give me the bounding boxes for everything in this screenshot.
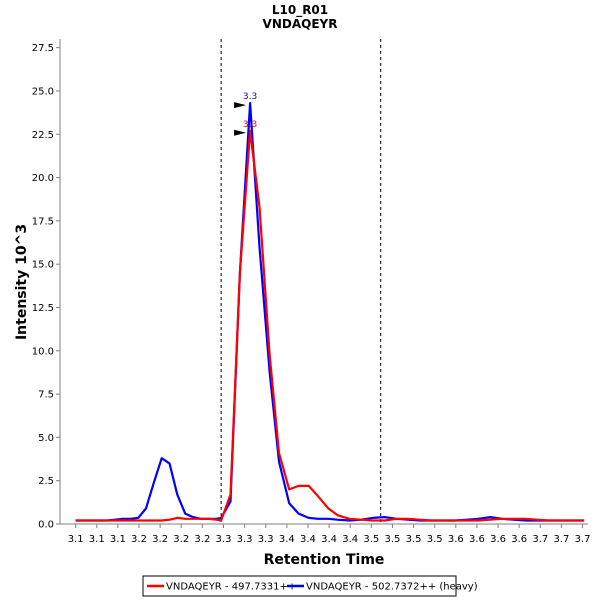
y-tick-label: 5.0 <box>38 433 54 444</box>
x-tick-label: 3.6 <box>448 534 464 545</box>
x-tick-label: 3.4 <box>279 534 295 545</box>
x-tick-label: 3.3 <box>216 534 232 545</box>
y-tick-label: 10.0 <box>32 346 54 357</box>
x-tick-label: 3.6 <box>469 534 485 545</box>
y-tick-label: 27.5 <box>32 43 54 54</box>
series-line-1 <box>75 101 585 522</box>
y-tick-label: 22.5 <box>32 130 54 141</box>
y-tick-label: 7.5 <box>38 390 54 401</box>
y-tick-label: 20.0 <box>32 173 54 184</box>
x-tick-label: 3.5 <box>427 534 443 545</box>
x-tick-label: 3.5 <box>406 534 422 545</box>
integration-boundaries <box>220 39 382 524</box>
x-tick-label: 3.7 <box>575 534 591 545</box>
x-tick-label: 3.2 <box>173 534 189 545</box>
x-tick-label: 3.3 <box>237 534 253 545</box>
y-axis-title: Intensity 10^3 <box>14 224 30 340</box>
peak-arrow <box>234 102 247 109</box>
x-tick-label: 3.2 <box>152 534 168 545</box>
legend: VNDAQEYR - 497.7331++ VNDAQEYR - 502.7372… <box>142 575 478 597</box>
y-tick-label: 17.5 <box>32 216 54 227</box>
x-tick-label: 3.4 <box>342 534 358 545</box>
x-tick-label: 3.5 <box>363 534 379 545</box>
peak-annotations: 3.3 3.3 <box>234 92 257 136</box>
series-layer <box>75 101 585 522</box>
x-tick-label: 3.2 <box>194 534 210 545</box>
y-tick-label: 2.5 <box>38 476 54 487</box>
x-tick-label: 3.4 <box>321 534 337 545</box>
legend-label: VNDAQEYR - 497.7331++ <box>166 582 296 593</box>
x-axis-title: Retention Time <box>264 552 385 568</box>
x-tick-label: 3.1 <box>68 534 84 545</box>
y-tick-label: 12.5 <box>32 303 54 314</box>
plot-area <box>60 39 588 524</box>
legend-label: VNDAQEYR - 502.7372++ (heavy) <box>306 582 478 593</box>
y-tick-label: 15.0 <box>32 260 54 271</box>
y-tick-label: 0.0 <box>38 520 54 531</box>
chart-title: L10_R01 <box>272 3 328 18</box>
x-tick-label: 3.6 <box>490 534 506 545</box>
chart-subtitle: VNDAQEYR <box>263 17 338 31</box>
x-tick-label: 3.6 <box>511 534 527 545</box>
y-tick-label: 25.0 <box>32 86 54 97</box>
peak-label: 3.3 <box>243 120 257 130</box>
x-tick-label: 3.3 <box>258 534 274 545</box>
x-tick-label: 3.7 <box>532 534 548 545</box>
x-tick-label: 3.2 <box>131 534 147 545</box>
legend-items: VNDAQEYR - 497.7331++ VNDAQEYR - 502.7372… <box>147 582 478 593</box>
peak-arrow <box>234 129 247 136</box>
peak-label: 3.3 <box>243 92 257 102</box>
x-tick-label: 3.4 <box>300 534 316 545</box>
series-line-0 <box>75 129 585 522</box>
y-axis-ticks: 0.0 2.5 5.0 7.5 10.0 12.5 15.0 17.5 20.0 22.5 25.0… <box>32 43 60 531</box>
x-tick-label: 3.7 <box>553 534 569 545</box>
x-tick-label: 3.5 <box>384 534 400 545</box>
x-axis-ticks: 3.1 3.1 3.1 3.2 3.2 3.2 3.2 3.3 3.3 3.3 3.4 3.4 3.4 3… <box>68 524 591 545</box>
x-tick-label: 3.1 <box>110 534 126 545</box>
x-tick-label: 3.1 <box>89 534 105 545</box>
